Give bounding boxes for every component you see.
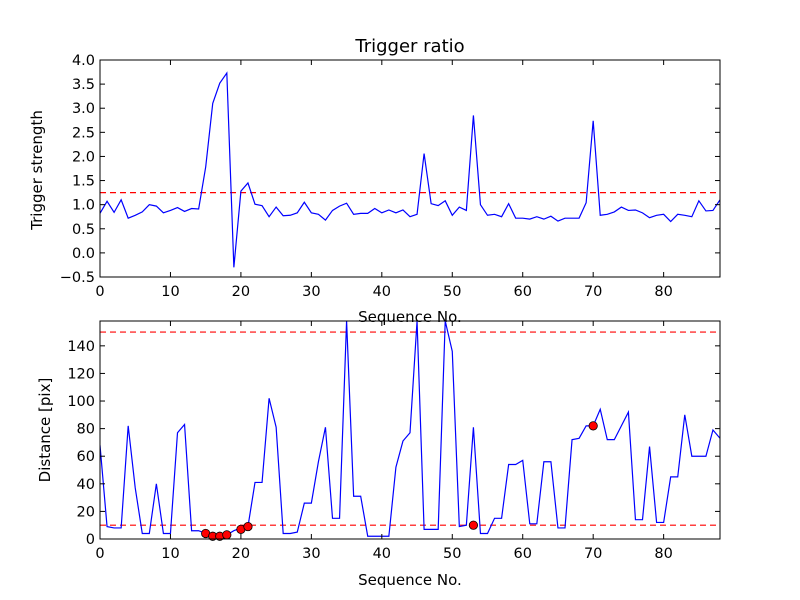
x-tick-label: 80 [654, 284, 672, 300]
distance-chart: 0 10 20 30 40 50 60 70 80 0 20 40 60 80 100 120 140 Sequ… [36, 320, 721, 589]
x-tick-label: 50 [443, 284, 461, 300]
y-tick-label: 140 [67, 339, 95, 355]
plot-area-trigger: 0 10 20 30 40 50 60 70 80 −0.5 0.0 0.5 1.0 1.5 2.0 2.5 3… [60, 53, 721, 300]
y-tick-label: 2.0 [72, 149, 95, 165]
y-axis-label: Distance [pix] [36, 378, 54, 483]
y-tick-label: 2.5 [72, 125, 95, 141]
y-tick-label: 0 [86, 532, 95, 548]
data-point-marker [222, 530, 232, 540]
x-tick-label: 70 [584, 284, 602, 300]
x-tick-label: 50 [443, 546, 461, 562]
y-tick-label: 20 [77, 504, 95, 520]
x-tick-label: 40 [373, 546, 391, 562]
x-tick-label: 40 [373, 284, 391, 300]
x-tick-label: 20 [232, 284, 250, 300]
y-tick-label: 60 [77, 449, 95, 465]
y-tick-label: 3.5 [72, 77, 95, 93]
series-line-0 [100, 71, 720, 268]
plot-area-distance: 0 10 20 30 40 50 60 70 80 0 20 40 60 80 100 120 140 [67, 320, 721, 562]
y-tick-label: 80 [77, 422, 95, 438]
y-tick-label: 1.0 [72, 198, 95, 214]
x-tick-label: 30 [302, 284, 320, 300]
data-point-marker [468, 520, 479, 530]
x-tick-label: 0 [95, 546, 104, 562]
data-point-marker [243, 521, 253, 532]
y-tick-label: −0.5 [60, 270, 95, 286]
x-tick-label: 70 [584, 546, 602, 562]
y-tick-label: 120 [67, 366, 95, 382]
chart-title: Trigger ratio [354, 36, 464, 57]
y-tick-label: 3.0 [72, 101, 95, 117]
x-tick-label: 0 [95, 284, 104, 300]
axes-frame [99, 320, 721, 540]
axes-frame [99, 59, 721, 278]
data-point-marker [588, 421, 598, 431]
x-tick-label: 60 [514, 546, 532, 562]
x-tick-label: 80 [654, 546, 672, 562]
x-tick-label: 60 [514, 284, 532, 300]
y-tick-label: 4.0 [72, 53, 95, 69]
x-tick-label: 20 [232, 546, 250, 562]
x-tick-label: 30 [302, 546, 320, 562]
y-tick-label: 100 [67, 394, 95, 410]
y-tick-label: 0.5 [72, 222, 95, 238]
x-tick-label: 10 [161, 546, 179, 562]
x-axis-label: Sequence No. [358, 571, 462, 589]
y-tick-label: 1.5 [72, 174, 95, 190]
x-tick-label: 10 [161, 284, 179, 300]
y-axis-label: Trigger strength [28, 110, 46, 231]
y-tick-label: 40 [77, 477, 95, 493]
y-tick-label: 0.0 [72, 246, 95, 262]
